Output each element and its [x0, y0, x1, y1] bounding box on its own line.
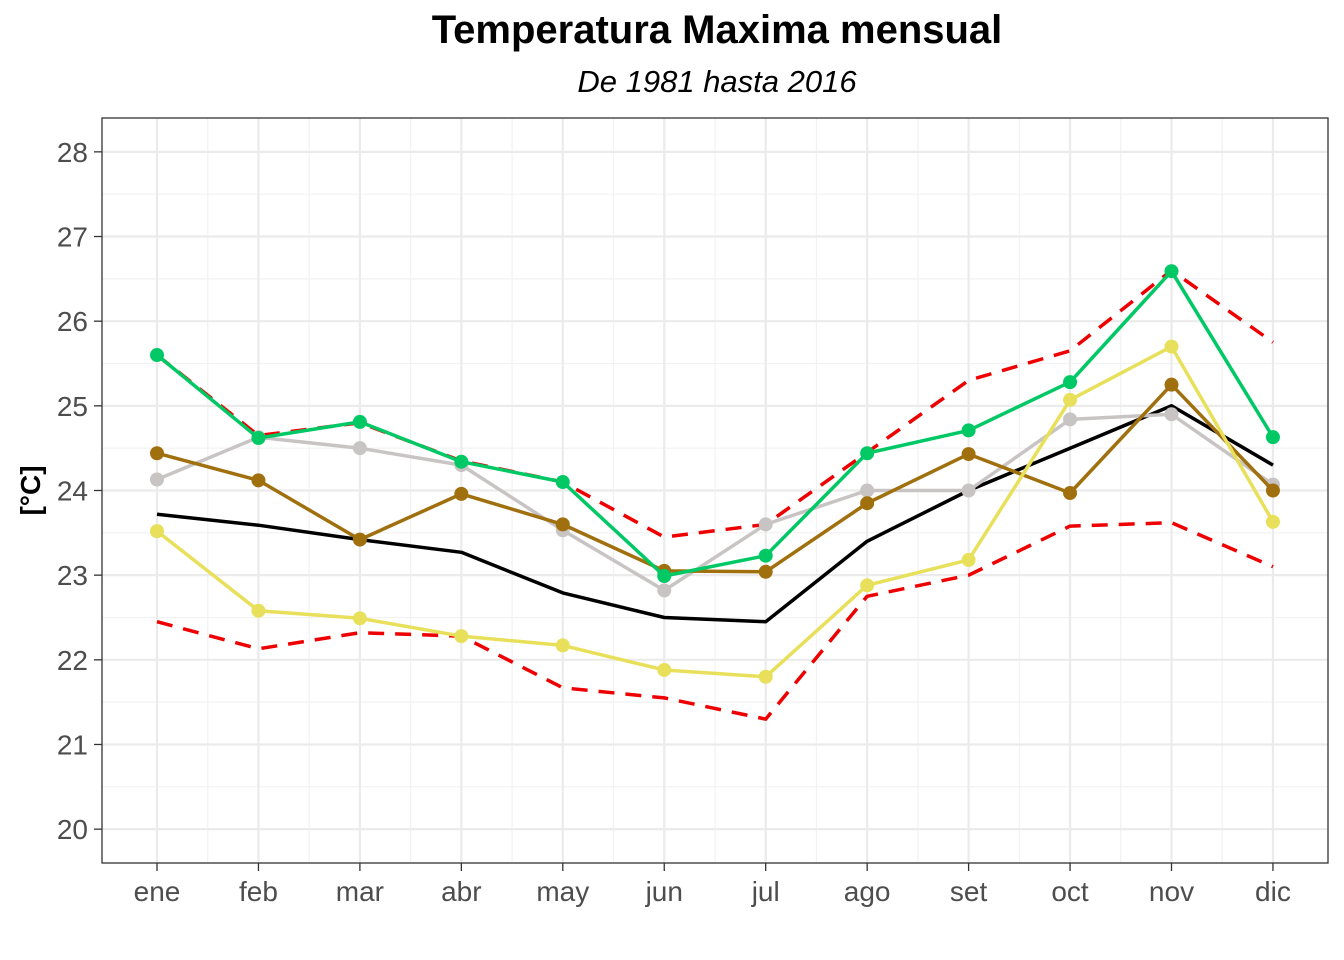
data-point [555, 517, 570, 532]
data-point [657, 662, 672, 677]
data-point [150, 472, 164, 487]
data-point [1063, 412, 1078, 427]
data-point [758, 669, 773, 684]
chart-title: Temperatura Maxima mensual [431, 8, 1003, 52]
chart-subtitle: De 1981 hasta 2016 [577, 64, 857, 99]
data-point [1164, 377, 1179, 392]
series-1 [156, 520, 1274, 721]
data-point [352, 441, 367, 456]
y-tick-label: 28 [57, 137, 88, 168]
data-point [150, 446, 164, 461]
x-tick-label: jul [751, 876, 780, 907]
data-point [555, 638, 570, 653]
y-tick-label: 26 [57, 306, 88, 337]
y-tick-label: 20 [57, 814, 88, 845]
data-point [657, 569, 672, 584]
data-point [860, 578, 875, 593]
series-line [156, 412, 1274, 593]
y-axis-title: [°C] [15, 465, 46, 515]
series-0 [155, 268, 1275, 539]
data-point [657, 583, 672, 598]
data-point [454, 629, 469, 644]
data-point [352, 611, 367, 626]
series-line [155, 268, 1275, 539]
data-point [1164, 339, 1179, 354]
data-point [150, 524, 164, 539]
x-tick-label: feb [239, 876, 278, 907]
series-line [156, 404, 1274, 624]
x-tick-label: oct [1051, 876, 1089, 907]
data-point [251, 431, 266, 446]
y-tick-label: 23 [57, 560, 88, 591]
data-point [961, 483, 976, 498]
data-point [860, 446, 875, 461]
x-tick-label: ene [134, 876, 181, 907]
data-point [860, 483, 875, 498]
data-point [352, 532, 367, 547]
x-tick-label: nov [1149, 876, 1194, 907]
x-tick-label: jun [645, 876, 683, 907]
series-line [155, 344, 1275, 679]
data-point [1164, 264, 1179, 279]
series-line [156, 382, 1275, 574]
grid [102, 118, 1328, 863]
data-point [860, 496, 875, 511]
data-point [758, 564, 773, 579]
y-tick-label: 25 [57, 391, 88, 422]
x-tick-label: ago [844, 876, 891, 907]
series-2 [156, 404, 1274, 624]
series-line [156, 520, 1274, 721]
axes: 20 21 22 23 24 25 26 27 28 ene feb mar abr may jun jul a… [57, 137, 1291, 907]
data-point [961, 552, 976, 567]
data-point [454, 486, 469, 501]
data-point [961, 447, 976, 462]
data-point [1063, 375, 1078, 390]
data-point [961, 423, 976, 438]
series-line [155, 269, 1275, 578]
x-tick-label: set [950, 876, 988, 907]
data-point [1164, 407, 1179, 422]
series-4 [150, 377, 1280, 579]
data-point [1265, 430, 1280, 445]
data-point [1063, 392, 1078, 407]
data-point [352, 414, 367, 429]
data-point [1265, 514, 1280, 529]
data-point [758, 548, 773, 563]
data-point [251, 473, 266, 488]
y-tick-label: 24 [57, 476, 88, 507]
data-point [555, 475, 570, 490]
x-tick-label: mar [336, 876, 384, 907]
y-tick-label: 27 [57, 222, 88, 253]
series-6 [150, 264, 1280, 584]
data-point [251, 603, 266, 618]
series-layer [150, 264, 1280, 721]
data-point [1063, 486, 1078, 501]
data-point [758, 517, 773, 532]
series-3 [150, 407, 1280, 598]
data-point [150, 348, 164, 363]
x-tick-label: may [536, 876, 589, 907]
y-tick-label: 21 [57, 729, 88, 760]
y-tick-label: 22 [57, 645, 88, 676]
x-tick-label: dic [1255, 876, 1291, 907]
series-5 [150, 339, 1280, 684]
x-tick-label: abr [441, 876, 481, 907]
data-point [454, 454, 469, 469]
data-point [1265, 483, 1280, 498]
